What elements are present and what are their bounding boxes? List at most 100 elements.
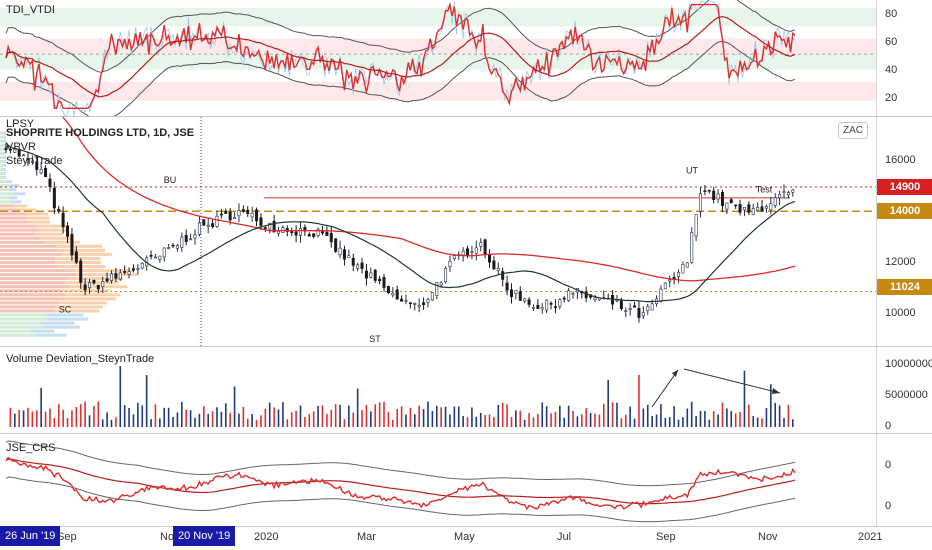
volume-bar — [277, 409, 280, 427]
indicator-lpsy: LPSY — [6, 118, 35, 130]
volume-bar — [84, 401, 86, 427]
candle-body — [391, 292, 395, 296]
time-axis[interactable] — [0, 527, 876, 550]
time-axis-separator — [0, 526, 932, 527]
candle-body — [57, 208, 61, 212]
vpvr-bar — [37, 228, 69, 232]
volume-bar — [708, 419, 711, 427]
candle-body — [527, 299, 531, 305]
vpvr-bar — [0, 309, 55, 313]
candle-body — [66, 225, 70, 237]
candle-body — [395, 289, 399, 300]
volume-bar — [238, 413, 240, 427]
candle-body — [334, 238, 338, 252]
volume-bar — [128, 407, 130, 427]
crs-ma-line — [5, 458, 796, 505]
candle-body — [712, 190, 716, 200]
candle-body — [312, 233, 316, 237]
candle-body — [764, 206, 768, 209]
volume-bar — [400, 406, 403, 427]
price-pane[interactable]: BU SC ST UT Test LPSY SHOPRITE HOLDINGS LTD,… — [0, 117, 876, 346]
x-label-nov2: Nov — [758, 531, 778, 543]
candle-body — [624, 310, 628, 312]
volume-bar — [207, 413, 209, 427]
volume-bar — [563, 417, 566, 427]
x-label-nov: No — [160, 531, 175, 543]
candle-body — [360, 262, 364, 269]
volume-bar — [673, 406, 675, 427]
vpvr-bar — [10, 184, 20, 188]
volume-bar — [616, 402, 618, 427]
crs-pane[interactable]: JSE_CRS — [0, 434, 876, 526]
volume-bar — [756, 417, 759, 427]
candle-body — [417, 305, 421, 308]
volume-bar — [739, 412, 741, 427]
vpvr-bar — [11, 200, 22, 204]
volume-bar — [141, 405, 144, 427]
vpvr-bar — [43, 325, 80, 329]
candle-body — [769, 203, 773, 211]
candle-body — [197, 222, 201, 235]
tdi-tick-20: 20 — [885, 92, 898, 104]
volume-bar — [567, 405, 570, 427]
volume-bar — [559, 405, 561, 427]
volume-bar — [633, 418, 636, 427]
symbol-title: SHOPRITE HOLDINGS LTD, 1D, JSE — [6, 127, 195, 139]
x-label-2021: 2021 — [858, 531, 883, 543]
volume-bar — [431, 411, 434, 427]
vpvr-bar — [0, 293, 67, 297]
candle-body — [123, 271, 127, 273]
candle-body — [347, 255, 351, 259]
volume-bar — [211, 411, 214, 427]
volume-bar — [413, 414, 416, 427]
volume-bar — [356, 388, 359, 427]
volume-bar — [229, 412, 231, 427]
vpvr-bar — [0, 325, 44, 329]
vpvr-bar — [34, 232, 63, 236]
pane-separator[interactable] — [0, 346, 932, 347]
candle-body — [211, 223, 215, 227]
candle-body — [250, 212, 254, 218]
pane-separator[interactable] — [0, 116, 932, 117]
volume-bar — [268, 402, 271, 427]
candle-body — [567, 290, 571, 301]
volume-bar — [123, 404, 126, 427]
volume-bar — [27, 407, 29, 427]
volume-bar — [774, 402, 777, 427]
volume-bar — [642, 408, 645, 427]
volume-bar — [326, 414, 328, 427]
vpvr-bar — [0, 244, 57, 248]
volume-bar — [449, 414, 451, 427]
vpvr-bar — [3, 172, 6, 176]
vpvr-bar — [3, 139, 6, 143]
candle-body — [180, 236, 184, 248]
volume-bar — [752, 416, 755, 427]
volume-bar — [387, 411, 390, 427]
candle-body — [492, 260, 496, 270]
volume-bar — [383, 401, 385, 427]
vpvr-bar — [0, 216, 28, 220]
volume-bar — [690, 401, 693, 427]
ma-short-line — [5, 144, 796, 303]
volume-pane[interactable]: Volume Deviation_SteynTrade — [0, 347, 876, 433]
volume-bar — [440, 407, 442, 427]
candle-body — [193, 234, 197, 239]
pane-separator[interactable] — [0, 433, 932, 434]
volume-bar — [370, 411, 372, 427]
volume-bar — [761, 418, 763, 427]
volume-bar — [233, 386, 236, 427]
vpvr-bar — [0, 184, 11, 188]
tdi-pane[interactable]: TDI_VTDI — [0, 0, 876, 116]
currency-button[interactable]: ZAC — [838, 122, 868, 139]
candle-body — [320, 231, 324, 234]
vpvr-bar — [67, 277, 124, 281]
candle-body — [263, 227, 267, 229]
volume-bar — [110, 419, 113, 427]
candle-body — [496, 267, 500, 271]
volume-bar — [695, 416, 697, 427]
candle-body — [531, 307, 535, 309]
volume-bar — [734, 413, 737, 427]
tdi-tick-80: 80 — [885, 8, 898, 20]
candle-body — [79, 260, 83, 283]
volume-bar — [198, 413, 201, 427]
